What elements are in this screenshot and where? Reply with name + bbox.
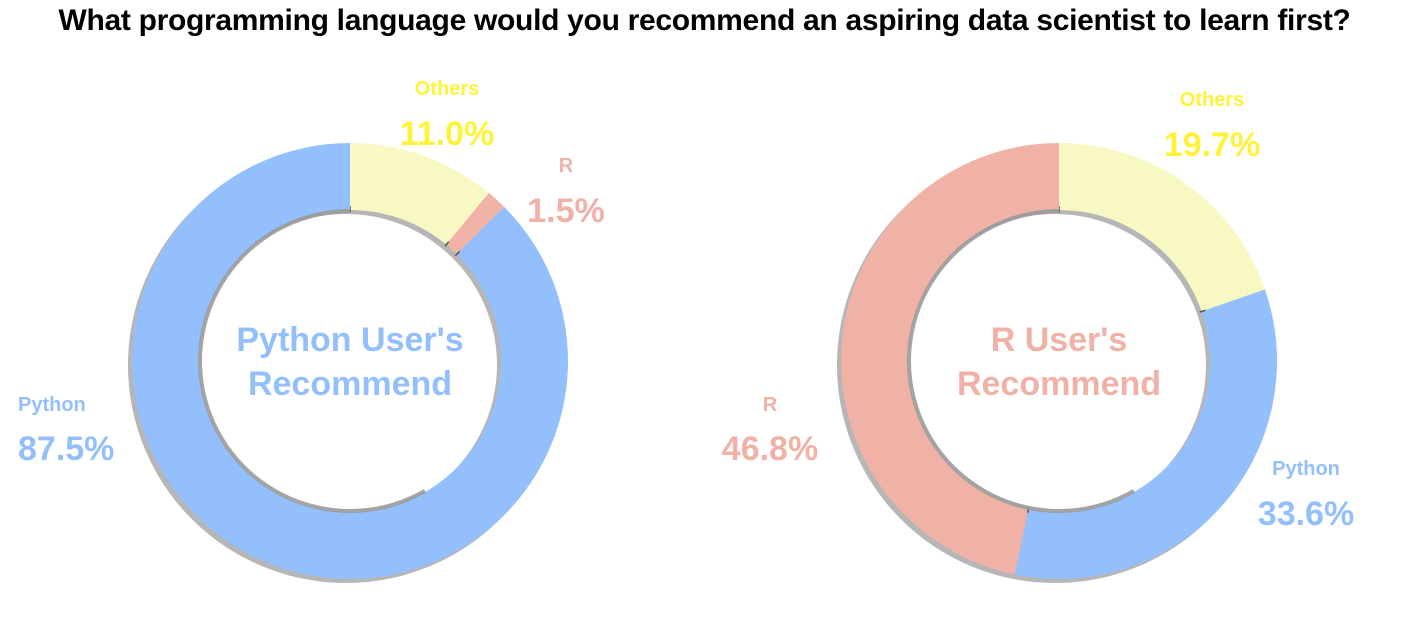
center-label: Recommend xyxy=(248,365,452,403)
donut-chart-2: R User's Recommend Others 19.7% Python 33.6% R… xyxy=(722,89,1354,583)
donut-chart-1: Python User's Recommend Others 11.0% R 1.5% Py… xyxy=(18,78,605,583)
slice-label-others: Others xyxy=(1180,89,1244,111)
center-label: R User's xyxy=(991,321,1128,359)
chart-title: What programming language would you reco… xyxy=(58,4,1351,37)
slice-label-python: Python xyxy=(18,394,86,416)
slice-label-r: R xyxy=(559,155,574,177)
slice-label-others: Others xyxy=(415,78,479,100)
slice-r xyxy=(841,143,1059,575)
slice-value-python: 87.5% xyxy=(18,430,114,468)
slice-divider xyxy=(454,250,461,257)
center-label: Recommend xyxy=(957,365,1161,403)
slice-divider xyxy=(1199,309,1206,313)
slice-label-r: R xyxy=(763,394,778,416)
slice-python xyxy=(1014,289,1277,579)
slice-r xyxy=(446,193,505,255)
slice-value-r: 1.5% xyxy=(527,192,605,230)
slice-others xyxy=(1059,143,1265,312)
slice-others xyxy=(350,143,489,245)
slice-value-others: 19.7% xyxy=(1164,126,1260,164)
slice-value-r: 46.8% xyxy=(722,430,818,468)
slice-label-python: Python xyxy=(1272,458,1340,480)
slice-python xyxy=(132,143,568,580)
slice-value-python: 33.6% xyxy=(1258,495,1354,533)
slice-value-others: 11.0% xyxy=(400,115,495,153)
slice-divider xyxy=(444,241,450,247)
center-label: Python User's xyxy=(236,321,463,359)
